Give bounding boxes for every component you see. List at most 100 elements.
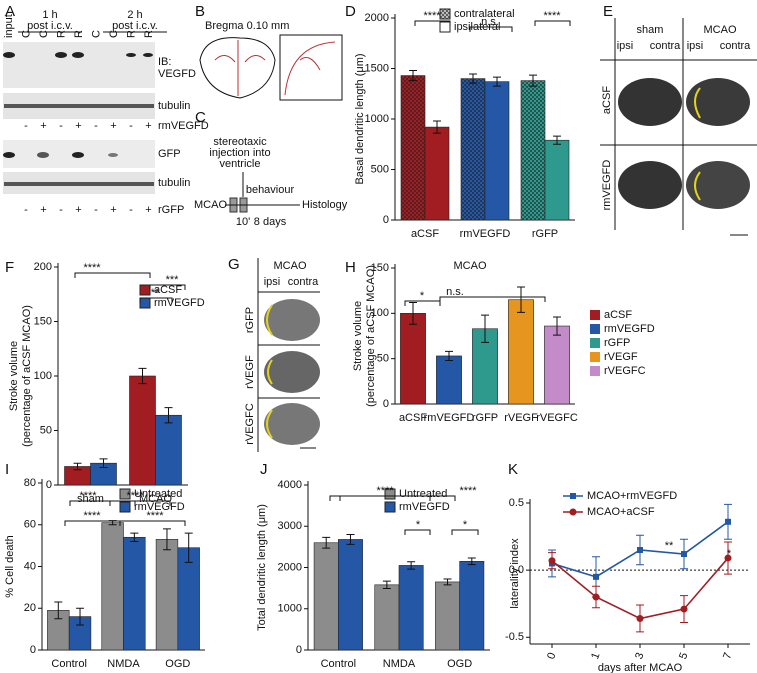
legend-marker	[570, 493, 576, 499]
error-bar	[138, 367, 147, 385]
label: +	[40, 120, 46, 132]
error-bar	[162, 528, 171, 551]
timeline-drawing	[225, 172, 300, 213]
y-tick-label: 0	[383, 398, 389, 410]
y-tick-label: 500	[371, 163, 389, 175]
bar	[460, 78, 486, 221]
y-axis-label: % Cell death	[4, 535, 16, 597]
legend-swatch	[119, 501, 131, 513]
label: MCAO	[194, 199, 227, 211]
label: +	[75, 204, 81, 216]
legend-marker	[569, 508, 577, 516]
label: VEGFD	[158, 68, 196, 80]
label: -	[59, 120, 63, 132]
bracket	[119, 520, 186, 526]
bracket	[534, 20, 571, 26]
legend-swatch	[439, 8, 451, 20]
y-tick-label: 150	[34, 315, 52, 327]
annotation: ****	[459, 485, 477, 497]
annotation: n.s.	[481, 16, 499, 28]
panel-letter: B	[195, 3, 205, 20]
x-tick-label: NMDA	[107, 658, 140, 670]
annotation: **	[665, 540, 674, 552]
blot-panel	[3, 42, 155, 194]
label: MCAO	[704, 24, 737, 36]
annotation: *	[463, 519, 468, 531]
annotation: *	[416, 519, 421, 531]
legend-swatch	[119, 488, 131, 500]
label: -	[24, 204, 28, 216]
label: ventricle	[220, 158, 261, 170]
legend-swatch	[590, 352, 600, 362]
label: +	[40, 204, 46, 216]
y-tick-label: 80	[24, 477, 36, 489]
bar	[508, 299, 534, 405]
label: R	[73, 30, 85, 38]
y-tick-label: 1500	[365, 62, 389, 74]
label: C	[108, 30, 120, 38]
x-tick-label: 3	[633, 651, 646, 661]
annotation: ****	[543, 10, 561, 22]
y-tick-label: 100	[34, 370, 52, 382]
bar	[155, 414, 182, 486]
label: contra	[288, 276, 319, 288]
y-axis-label: Total dendritic length (μm)	[256, 504, 268, 631]
y-tick-label: 60	[24, 519, 36, 531]
label: -	[59, 204, 63, 216]
label: Histology	[302, 199, 348, 211]
error-bar	[322, 536, 331, 549]
y-tick-label: 100	[371, 307, 389, 319]
annotation: *	[727, 548, 732, 560]
bracket	[451, 529, 479, 535]
error-bar	[54, 601, 63, 620]
x-tick-label: Control	[321, 658, 356, 670]
bracket	[404, 529, 431, 535]
label: -	[94, 120, 98, 132]
x-tick-label: rmVEGFD	[460, 228, 511, 240]
y-tick-label: 0	[46, 479, 52, 491]
y-tick-label: 20	[24, 602, 36, 614]
x-tick-label: 1	[589, 651, 602, 661]
label: tubulin	[158, 177, 190, 189]
label: MCAO	[274, 260, 307, 272]
label: aCSF	[601, 86, 613, 114]
bar	[544, 325, 570, 405]
annotation: ***	[166, 274, 180, 286]
bracket	[339, 495, 456, 501]
y-axis-label: (percentage of aCSF MCAO)	[365, 265, 377, 407]
panel-letter: J	[260, 461, 268, 478]
error-bar	[346, 534, 355, 545]
legend-label: rmVEGFD	[399, 501, 450, 513]
bar	[101, 522, 124, 651]
y-tick-label: 4000	[278, 479, 302, 491]
point	[548, 557, 556, 565]
x-tick-label: Control	[51, 658, 86, 670]
label: C	[20, 30, 32, 38]
error-bar	[382, 580, 391, 590]
bar	[177, 547, 200, 651]
panel-letter: E	[603, 3, 613, 20]
label: 8 days	[254, 216, 287, 228]
panel-letter: G	[228, 256, 240, 273]
legend-label: MCAO+aCSF	[587, 506, 655, 518]
x-tick-label: NMDA	[383, 658, 416, 670]
y-axis-label: Basal dendritic length (μm)	[354, 53, 366, 184]
x-tick-label: aCSF	[411, 228, 439, 240]
label: GFP	[158, 148, 181, 160]
bar	[400, 313, 426, 405]
label: rVEGFC	[244, 403, 256, 445]
annotation: *	[420, 290, 425, 302]
label: R	[55, 30, 67, 38]
bar	[313, 542, 339, 651]
y-axis-label: Stroke volume	[8, 341, 20, 411]
error-bar	[99, 458, 108, 469]
annotation: ****	[423, 10, 441, 22]
legend-swatch	[139, 297, 151, 309]
bar	[338, 539, 363, 651]
error-bar	[409, 70, 417, 82]
point	[725, 518, 731, 525]
panel-letter: K	[508, 461, 518, 478]
label: +	[145, 204, 151, 216]
y-tick-label: 1000	[365, 113, 389, 125]
